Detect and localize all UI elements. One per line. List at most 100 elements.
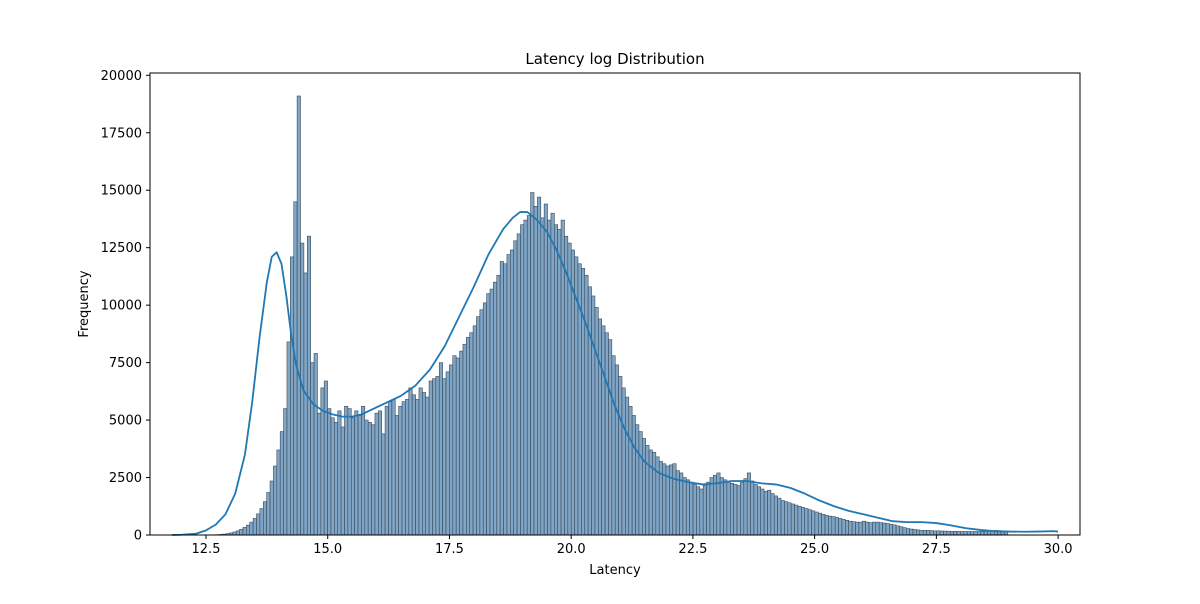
histogram-bar — [368, 422, 371, 535]
histogram-bar — [625, 397, 628, 535]
histogram-bar — [859, 522, 862, 535]
histogram-bar — [466, 337, 469, 535]
histogram-bar — [405, 399, 408, 535]
histogram-bar — [740, 482, 743, 535]
histogram-bar — [554, 225, 557, 535]
histogram-bar — [801, 507, 804, 535]
histogram-bar — [531, 193, 534, 535]
histogram-bar — [263, 502, 266, 535]
histogram-bar — [385, 406, 388, 535]
histogram-bar — [426, 397, 429, 535]
histogram-bar — [649, 450, 652, 535]
histogram-bar — [416, 399, 419, 535]
histogram-bar — [707, 482, 710, 535]
histogram-bar — [243, 527, 246, 535]
y-tick-label: 17500 — [101, 126, 142, 141]
histogram-bar — [720, 478, 723, 535]
histogram-bar — [933, 531, 936, 535]
histogram-bar — [693, 484, 696, 535]
histogram-bar — [544, 204, 547, 535]
histogram-bar — [855, 522, 858, 535]
histogram-bar — [788, 503, 791, 535]
histogram-bar — [497, 275, 500, 535]
histogram-bar — [960, 532, 963, 535]
histogram-bar — [883, 523, 886, 535]
histogram-bar — [778, 498, 781, 535]
histogram-bar — [937, 531, 940, 535]
histogram-bar — [341, 427, 344, 535]
histogram-bar — [696, 487, 699, 535]
histogram-bar — [950, 531, 953, 535]
histogram-bar — [899, 527, 902, 535]
histogram-bar — [889, 524, 892, 535]
histogram-bar — [798, 506, 801, 535]
histogram-bar — [564, 236, 567, 535]
histogram-bar — [987, 531, 990, 535]
histogram-bar — [842, 519, 845, 535]
histogram-bar — [490, 289, 493, 535]
histogram-bar — [632, 415, 635, 535]
histogram-bar — [436, 376, 439, 535]
histogram-bar — [629, 406, 632, 535]
histogram-bar — [977, 532, 980, 535]
histogram-bar — [378, 411, 381, 535]
histogram-bar — [927, 530, 930, 535]
histogram-bar — [534, 206, 537, 535]
histogram-bar — [845, 520, 848, 535]
histogram-bar — [473, 326, 476, 535]
histogram-bar — [304, 273, 307, 535]
histogram-bar — [392, 399, 395, 535]
histogram-bar — [916, 530, 919, 535]
histogram-bar — [940, 531, 943, 535]
histogram-bar — [480, 310, 483, 535]
histogram-bar — [869, 523, 872, 535]
y-tick-label: 5000 — [109, 414, 142, 429]
histogram-bar — [493, 282, 496, 535]
histogram-bar — [886, 524, 889, 535]
histogram-bar — [314, 353, 317, 535]
histogram-bar — [852, 522, 855, 535]
histogram-bar — [257, 514, 260, 535]
histogram-bar — [432, 379, 435, 535]
histogram-bar — [324, 381, 327, 535]
histogram-bar — [839, 518, 842, 535]
y-tick-label: 15000 — [101, 184, 142, 199]
histogram-bar — [365, 420, 368, 535]
histogram-bar — [581, 268, 584, 535]
histogram-bar — [764, 491, 767, 535]
histogram-bar — [872, 522, 875, 535]
x-tick-label: 27.5 — [922, 542, 951, 557]
histogram-bar — [876, 522, 879, 535]
histogram-bar — [774, 496, 777, 535]
histogram-bar — [598, 319, 601, 535]
histogram-bar — [669, 465, 672, 535]
histogram-bar — [328, 409, 331, 535]
histogram-bar — [443, 379, 446, 535]
histogram-bar — [913, 529, 916, 535]
histogram-bar — [967, 532, 970, 535]
histogram-bar — [818, 513, 821, 535]
histogram-bar — [724, 480, 727, 535]
histogram-bar — [470, 333, 473, 535]
histogram-bar — [240, 529, 243, 535]
histogram-bar — [537, 197, 540, 535]
histogram-bar — [453, 356, 456, 535]
histogram-bar — [520, 225, 523, 535]
histogram-bar — [781, 501, 784, 535]
histogram-bar — [825, 515, 828, 535]
histogram-bar — [267, 492, 270, 535]
histogram-bar — [273, 466, 276, 535]
histogram-bar — [514, 241, 517, 535]
histogram-bar — [510, 250, 513, 535]
histogram-bar — [893, 525, 896, 535]
histogram-bar — [317, 413, 320, 535]
histogram-bar — [615, 365, 618, 535]
histogram-bar — [595, 307, 598, 535]
histogram-bar — [429, 381, 432, 535]
histogram-bar — [642, 438, 645, 535]
histogram-bar — [828, 516, 831, 535]
histogram-bar — [822, 514, 825, 535]
histogram-bar — [334, 422, 337, 535]
histogram-bar — [700, 489, 703, 535]
